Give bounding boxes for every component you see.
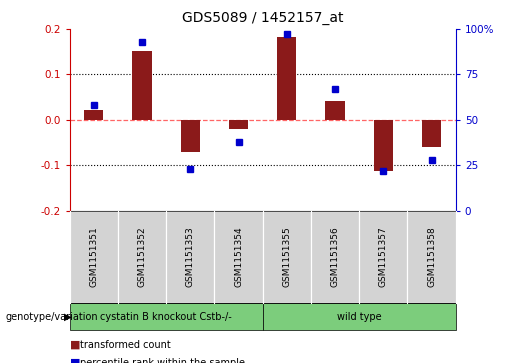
Text: GSM1151358: GSM1151358 bbox=[427, 227, 436, 287]
Text: cystatin B knockout Cstb-/-: cystatin B knockout Cstb-/- bbox=[100, 312, 232, 322]
Bar bbox=[325, 101, 345, 120]
Bar bbox=[84, 110, 104, 120]
Text: GSM1151351: GSM1151351 bbox=[89, 227, 98, 287]
Text: ■: ■ bbox=[70, 358, 80, 363]
Bar bbox=[229, 120, 248, 129]
Title: GDS5089 / 1452157_at: GDS5089 / 1452157_at bbox=[182, 11, 344, 25]
Text: GSM1151357: GSM1151357 bbox=[379, 227, 388, 287]
Text: percentile rank within the sample: percentile rank within the sample bbox=[80, 358, 245, 363]
Bar bbox=[422, 120, 441, 147]
Text: GSM1151352: GSM1151352 bbox=[138, 227, 146, 287]
Text: ■: ■ bbox=[70, 340, 80, 350]
Bar bbox=[374, 120, 393, 171]
Text: GSM1151355: GSM1151355 bbox=[282, 227, 291, 287]
Text: GSM1151354: GSM1151354 bbox=[234, 227, 243, 287]
Bar bbox=[277, 37, 297, 120]
Text: genotype/variation: genotype/variation bbox=[5, 312, 98, 322]
Text: GSM1151353: GSM1151353 bbox=[186, 227, 195, 287]
Text: wild type: wild type bbox=[337, 312, 382, 322]
Text: transformed count: transformed count bbox=[80, 340, 170, 350]
Bar bbox=[181, 120, 200, 152]
Text: ▶: ▶ bbox=[64, 312, 73, 322]
Bar bbox=[132, 51, 151, 120]
Text: GSM1151356: GSM1151356 bbox=[331, 227, 339, 287]
